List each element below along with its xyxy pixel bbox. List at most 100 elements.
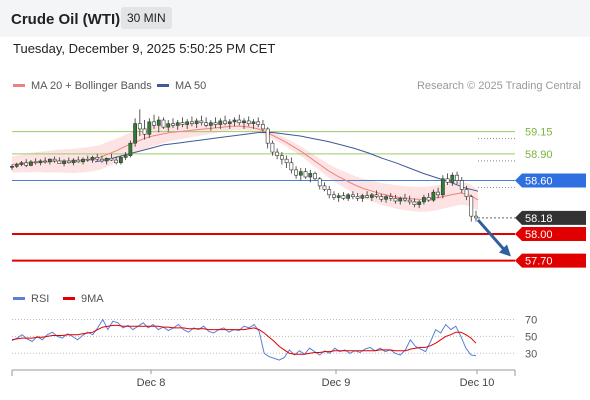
candle-body [403,198,407,201]
candle-body [199,120,204,123]
candle-body [38,160,43,164]
rsi-tick-50: 50 [525,331,537,343]
candle [237,114,242,126]
level-tag-58.00 [515,226,586,241]
candle [469,194,474,222]
timeframe-button[interactable]: 30 MIN [121,7,172,29]
ma50-line [94,132,479,192]
candle-body [313,173,317,180]
candle-body [90,157,95,161]
candle [152,114,156,129]
candle-body [360,195,365,199]
candle [66,157,71,164]
candle [346,193,351,202]
candle-body [232,119,237,123]
candle-body [365,195,370,198]
candle [327,185,332,199]
candle-body [355,196,360,199]
candle [95,153,100,161]
x-tick-label: Dec 10 [460,377,495,389]
candle-body [204,122,209,126]
candle [47,158,52,165]
x-tick-label: Dec 8 [137,377,166,389]
instrument-title: Crude Oil (WTI) [11,11,121,28]
candle [52,156,57,163]
candle [459,176,464,194]
candle-body [450,174,455,183]
candle-body [455,174,459,181]
level-tag-57.70 [515,253,586,268]
candle [104,157,109,165]
candle [123,152,128,161]
candle [161,117,166,129]
candle-body [85,158,90,161]
candle [242,118,246,129]
candle [251,119,256,129]
candle [322,182,327,192]
candle [109,153,114,161]
candle-body [341,195,346,199]
candle-body [374,194,379,197]
candle [57,157,62,164]
candle [332,191,336,201]
candle [81,157,85,165]
candle-body [14,164,19,167]
rsi-line [11,318,477,361]
timestamp: Tuesday, December 9, 2025 5:50:25 PM CET [13,41,276,56]
candle [384,194,388,203]
candle [19,160,24,167]
candle-body [474,215,478,219]
candle [33,158,38,165]
candle-body [156,119,161,126]
candle [142,120,147,140]
candle [294,166,298,179]
candle [90,155,95,163]
candle-body [469,196,474,217]
candle-body [29,161,33,166]
level-tag-58.60 [515,173,586,188]
candle-body [464,189,469,197]
candle [147,118,152,138]
candle-body [303,171,308,178]
candle-body [237,119,242,123]
candle [455,171,459,185]
candle [14,162,19,169]
candle [29,160,33,167]
candle [10,164,14,170]
candle [270,140,275,156]
legend-rsi-label: RSI [31,293,50,305]
header-bar [0,0,590,37]
candle-body [426,197,431,201]
candle [208,120,213,131]
level-tag-58.18 [515,210,586,225]
candle-body [398,198,403,202]
candle [412,198,417,208]
candle-body [379,196,384,200]
candle-body [218,120,223,125]
candle-body [388,196,393,199]
candle-body [81,158,85,163]
candle [185,119,190,129]
candle-body [147,121,152,135]
candle [71,158,76,166]
candle-body [289,162,294,171]
candle-body [436,191,441,196]
candles [10,109,478,222]
candle [313,171,317,181]
candle [374,190,379,199]
forecast-arrow-head [499,244,511,257]
candle [43,157,48,164]
candle [431,189,436,202]
candle [350,191,355,200]
candle-body [445,178,450,183]
candle-body [52,158,57,162]
level-label-58.90: 58.90 [525,149,553,161]
candle-body [62,160,66,164]
candle-body [422,197,426,203]
candle-body [19,162,24,165]
level-label-59.15: 59.15 [525,127,553,139]
candle [275,148,280,160]
candle-body [166,123,171,128]
legend-ma50-label: MA 50 [175,80,207,92]
